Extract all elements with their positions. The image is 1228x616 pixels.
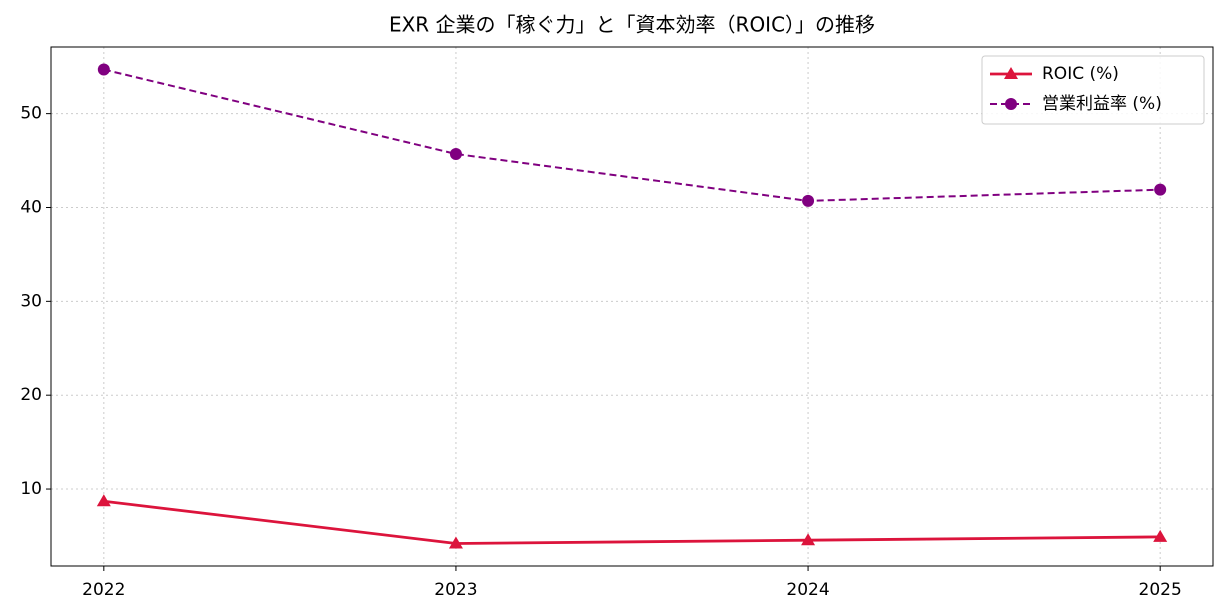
legend-box (981, 55, 1205, 125)
series-line (103, 499, 1161, 545)
marker (449, 147, 462, 160)
x-tick-label: 2025 (1139, 580, 1182, 600)
marker (96, 494, 111, 507)
marker (1154, 183, 1167, 196)
marker (1005, 98, 1017, 110)
series-line (103, 68, 1161, 202)
legend-label: ROIC (%) (1042, 64, 1119, 84)
y-tick-label: 30 (20, 291, 42, 311)
marker (1153, 529, 1168, 542)
plot-frame (50, 46, 1214, 567)
y-tick-label: 10 (20, 479, 42, 499)
x-tick-label: 2023 (434, 580, 477, 600)
y-tick-label: 50 (20, 104, 42, 124)
marker (448, 536, 463, 549)
marker (1004, 67, 1018, 79)
marker (801, 533, 816, 546)
marker (97, 63, 110, 76)
legend-label: 営業利益率 (%) (1042, 94, 1162, 114)
y-tick-label: 20 (20, 385, 42, 405)
marker (802, 194, 815, 207)
x-tick-label: 2022 (82, 580, 125, 600)
y-tick-label: 40 (20, 197, 42, 217)
x-tick-label: 2024 (786, 580, 829, 600)
chart-title: EXR 企業の「稼ぐ力」と「資本効率（ROIC）」の推移 (389, 13, 875, 37)
